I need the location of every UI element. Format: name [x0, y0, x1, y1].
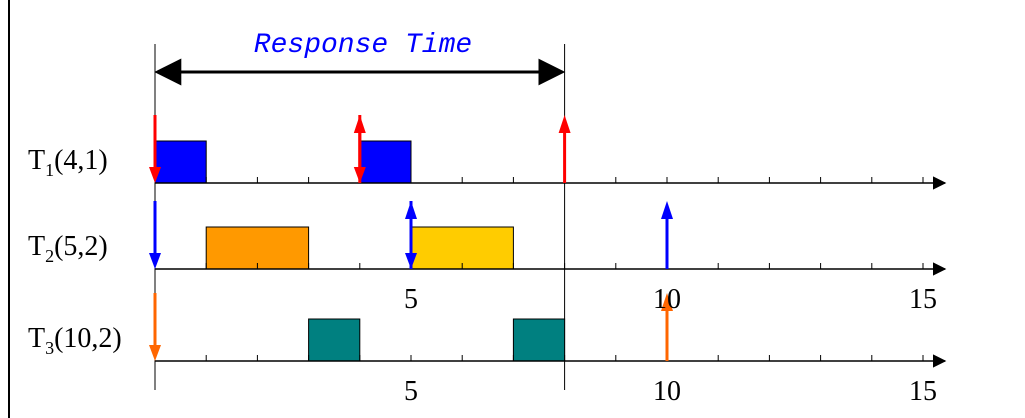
t1-label-params: (4,1): [54, 145, 108, 176]
t1-label-subscript: 1: [45, 160, 54, 180]
t3-job-block-2: [512, 318, 566, 362]
t1-release-arrow-head-0: [149, 167, 161, 183]
t3-tick-label-5: 5: [404, 376, 418, 407]
response-time-title: Response Time: [254, 30, 472, 61]
t2-deadline-arrow-head-5: [405, 201, 417, 219]
t2-label-subscript: 2: [45, 246, 54, 266]
t2-tick-label-10: 10: [653, 284, 681, 315]
t3-label-subscript: 3: [45, 338, 54, 358]
release-deadline-arrows: [149, 115, 673, 361]
t1-deadline-arrow-head-8: [558, 115, 571, 133]
t2-label-main: T: [28, 231, 45, 262]
t1-job-block-1: [154, 140, 207, 184]
t3-deadline-arrow-head-10: [661, 293, 673, 311]
t3-task-label: T3(10,2): [28, 323, 122, 358]
t2-tick-label-15: 15: [909, 284, 937, 315]
task-labels: T1(4,1)T2(5,2)T3(10,2): [28, 145, 122, 358]
t1-job-block-2: [359, 140, 412, 184]
t2-job-block-1: [205, 226, 310, 270]
t3-release-arrow-head-0: [149, 345, 161, 361]
t3-tick-label-10: 10: [653, 376, 681, 407]
t2-task-label: T2(5,2): [28, 231, 108, 266]
tick-labels: 5 10 15 5 10 15: [404, 284, 937, 407]
t2-label-params: (5,2): [54, 231, 108, 262]
t2-release-arrow-head-0: [149, 253, 161, 269]
t3-label-main: T: [28, 323, 45, 354]
t1-deadline-arrow-head-4: [353, 115, 366, 133]
t3-tick-label-15: 15: [909, 376, 937, 407]
t2-job-block-2: [410, 226, 514, 270]
t3-job-block-1: [308, 318, 361, 362]
t2-deadline-arrow-head-10: [661, 201, 673, 219]
t2-tick-label-5: 5: [404, 284, 418, 315]
t1-task-label: T1(4,1): [28, 145, 108, 180]
t3-label-params: (10,2): [54, 323, 122, 354]
t1-label-main: T: [28, 145, 45, 176]
